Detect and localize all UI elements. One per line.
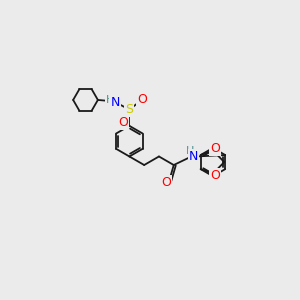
Text: O: O [137,93,147,106]
Text: H: H [186,146,194,157]
Text: N: N [188,150,198,163]
Text: S: S [125,103,134,116]
Text: O: O [211,169,220,182]
Text: O: O [118,116,128,129]
Text: N: N [110,96,120,110]
Text: H: H [106,95,114,105]
Text: O: O [211,142,220,155]
Text: O: O [161,176,171,189]
